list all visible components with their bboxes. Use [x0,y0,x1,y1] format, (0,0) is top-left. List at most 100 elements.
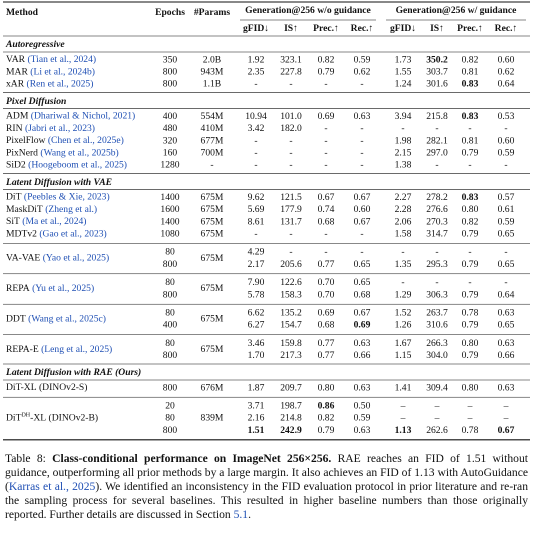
method-name: MaskDiT (Zheng et al.) [6,204,97,215]
metric-value: 0.60 [354,204,371,215]
citation: (Tian et al., 2024) [27,54,96,65]
metric-value: 0.79 [462,320,479,331]
epochs: 80 [165,247,175,258]
metric-value: - [504,277,507,288]
metric-value: 0.60 [498,135,515,146]
metric-value: - [435,123,438,134]
params: - [210,160,213,171]
params: 675M [201,283,224,294]
metric-value: 270.3 [426,216,448,227]
metric-value: 182.0 [280,123,302,134]
epochs: 1080 [160,229,179,240]
metric-value: 0.67 [318,192,335,203]
citation: (Li et al., 2024b) [30,67,95,78]
metric-value: 0.81 [462,135,479,146]
metric-value: 0.59 [354,413,371,424]
metric-value: 215.8 [426,111,448,122]
method-name: REPA-E (Leng et al., 2025) [6,344,112,355]
metric-value: - [468,277,471,288]
header-metric: IS↑ [430,23,444,34]
metric-value: 1.67 [395,338,412,349]
metric-value: 214.8 [280,413,302,424]
params: 675M [201,204,224,215]
citation: (Yu et al., 2025) [32,283,94,294]
metric-value: 350.2 [426,54,448,65]
epochs: 80 [165,338,175,349]
metric-value: 0.78 [462,308,479,319]
method: MaskDiT [6,204,43,215]
metric-value: 0.82 [462,54,479,65]
caption-text: Table 8: [5,452,53,465]
params: 675M [201,216,224,227]
method-name: MAR (Li et al., 2024b) [6,67,95,78]
metric-value: 0.79 [318,425,335,436]
caption-text: RAE reaches an FID of 1.51 without guida… [5,452,528,493]
epochs: 800 [163,79,178,90]
epochs: 80 [165,277,175,288]
params: 675M [201,344,224,355]
metric-value: 282.1 [426,135,448,146]
metric-value: 7.90 [248,277,265,288]
method-name: SiD2 (Hoogeboom et al., 2025) [6,160,127,171]
method-name: SiT (Ma et al., 2024) [6,216,87,227]
metric-value: 159.8 [280,338,302,349]
epochs: 800 [163,350,178,361]
method-name: RIN (Jabri et al., 2023) [6,123,95,134]
metric-value: 1.87 [248,382,265,393]
metric-value: 323.1 [280,54,302,65]
method: SiT [6,216,20,227]
metric-value: 5.69 [248,204,265,215]
table-caption: Table 8: Class-conditional performance o… [5,452,528,522]
metric-value: 1.13 [395,425,412,436]
metric-value: 1.73 [395,54,412,65]
metric-value: 1.15 [395,350,412,361]
epochs: 80 [165,308,175,319]
citation: (Chen et al., 2025e) [48,135,124,146]
metric-value: 0.63 [354,382,371,393]
metric-value: 0.69 [354,320,371,331]
epochs: 350 [163,54,178,65]
metric-value: - [254,79,257,90]
metric-value: 2.15 [395,148,412,159]
metric-value: 242.9 [280,425,302,436]
metric-value: 205.6 [280,259,302,270]
metric-value: 304.0 [426,350,448,361]
metric-value: – [467,401,473,412]
metric-value: 1.35 [395,259,412,270]
caption-link[interactable]: 5.1 [233,507,249,521]
metric-value: - [360,123,363,134]
metric-value: - [468,247,471,258]
params: 943M [201,67,224,78]
epochs: 1400 [160,216,179,227]
epochs: 800 [163,425,178,436]
metric-value: 0.63 [354,425,371,436]
metric-value: 0.65 [498,320,515,331]
metric-value: - [401,123,404,134]
metric-value: - [468,123,471,134]
params: 554M [201,111,224,122]
metric-value: 177.9 [280,204,302,215]
metric-value: - [360,135,363,146]
metric-value: 0.67 [354,308,371,319]
metric-value: 0.80 [462,338,479,349]
method-name: ADM (Dhariwal & Nichol, 2021) [6,111,135,122]
metric-value: - [401,247,404,258]
metric-value: 0.65 [354,277,371,288]
metric-value: 0.74 [318,204,335,215]
epochs: 400 [163,111,178,122]
metric-value: 198.7 [280,401,302,412]
header-group: Generation@256 w/ guidance [396,5,518,16]
metric-value: – [434,401,440,412]
metric-value: 8.61 [248,216,265,227]
metric-value: 0.79 [462,259,479,270]
metric-value: 6.62 [248,308,265,319]
metric-value: 0.62 [498,67,515,78]
metric-value: 3.71 [248,401,265,412]
metric-value: 135.2 [280,308,302,319]
method: REPA [6,283,30,294]
metric-value: 2.16 [248,413,265,424]
header-metric: gFID↓ [390,23,416,34]
metric-value: - [360,247,363,258]
caption-link[interactable]: Karras et al., 2025 [8,479,96,493]
